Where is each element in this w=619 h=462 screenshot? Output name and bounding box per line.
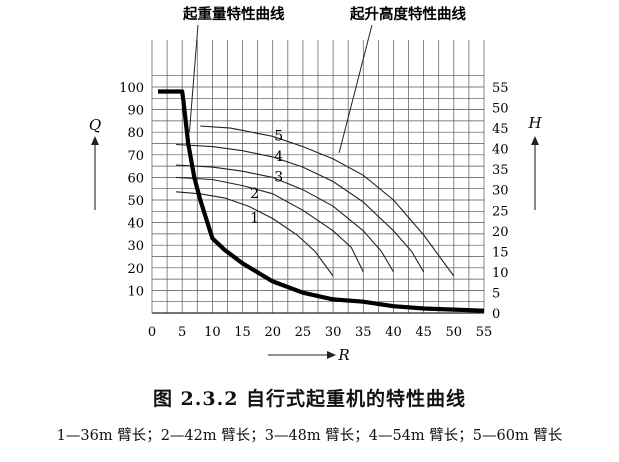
y-left-tick-label: 50 (127, 194, 144, 209)
height-curve-2 (176, 176, 364, 273)
x-tick-label: 40 (385, 325, 402, 340)
y-right-tick-label: 20 (492, 225, 509, 240)
figure-caption: 图 2.3.2 自行式起重机的特性曲线 (152, 388, 467, 410)
y-right-tick-label: 15 (492, 245, 509, 260)
y-right-tick-label: 30 (492, 184, 509, 199)
legend-note: 1—36m 臂长；2—42m 臂长；3—48m 臂长；4—54m 臂长；5—60… (56, 428, 563, 444)
y-right-tick-label: 0 (492, 307, 500, 322)
curve-number-label: 3 (274, 170, 283, 186)
y-left-tick-label: 40 (127, 217, 144, 232)
curve-number-label: 5 (274, 128, 283, 144)
x-axis-label: R (337, 346, 349, 364)
y-right-tick-label: 10 (492, 266, 509, 281)
height-curve-3 (176, 164, 394, 273)
x-tick-label: 15 (234, 325, 251, 340)
curve-number-label: 2 (250, 186, 259, 202)
x-tick-label: 35 (355, 325, 372, 340)
x-tick-label: 30 (325, 325, 342, 340)
x-tick-label: 5 (178, 325, 186, 340)
y-right-tick-label: 5 (492, 286, 500, 301)
y-left-tick-label: 80 (127, 126, 144, 141)
annotation-lifting-capacity: 起重量特性曲线 (182, 5, 285, 23)
y-left-axis-label: Q (89, 116, 101, 134)
height-curve-5 (200, 125, 455, 277)
y-right-tick-label: 50 (492, 102, 509, 117)
y-right-axis-label: H (527, 114, 542, 132)
leader-line-height (338, 24, 373, 153)
curve-number-label: 4 (274, 149, 283, 165)
y-left-tick-label: 90 (127, 104, 144, 119)
y-right-arrow-head (531, 136, 539, 145)
y-right-tick-label: 55 (492, 81, 509, 96)
y-right-tick-label: 45 (492, 122, 509, 137)
y-left-tick-label: 20 (127, 262, 144, 277)
annotation-lifting-height: 起升高度特性曲线 (349, 5, 466, 23)
x-tick-label: 25 (295, 325, 312, 340)
x-tick-label: 0 (148, 325, 156, 340)
height-curve-1 (176, 191, 334, 277)
x-tick-label: 10 (204, 325, 221, 340)
y-left-arrow-head (91, 136, 99, 145)
lifting-capacity-curve (158, 89, 485, 313)
x-arrow-head (327, 351, 336, 359)
y-left-tick-label: 10 (127, 284, 144, 299)
leader-line-capacity (188, 24, 199, 133)
x-tick-label: 50 (446, 325, 463, 340)
y-left-tick-label: 60 (127, 171, 144, 186)
y-right-tick-label: 40 (492, 143, 509, 158)
x-tick-label: 45 (415, 325, 432, 340)
y-right-tick-label: 25 (492, 204, 509, 219)
y-left-tick-label: 70 (127, 149, 144, 164)
y-right-tick-label: 35 (492, 163, 509, 178)
y-left-tick-label: 100 (119, 81, 144, 96)
y-left-tick-label: 30 (127, 239, 144, 254)
height-curve-4 (176, 143, 425, 273)
x-tick-label: 55 (476, 325, 493, 340)
characteristic-chart: 0 5 10 15 20 25 30 35 40 45 50 55102030405060708090… (89, 5, 543, 364)
curve-number-label: 1 (250, 211, 259, 227)
x-tick-label: 20 (264, 325, 281, 340)
